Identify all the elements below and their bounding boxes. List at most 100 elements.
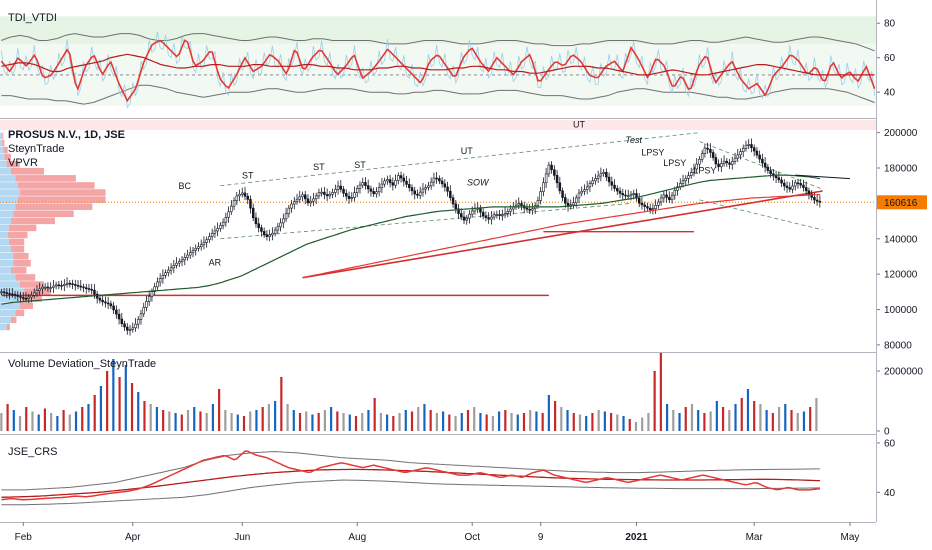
volume-bar [734,404,737,431]
candle [106,302,110,305]
volume-bar [771,413,774,431]
volume-bar [211,404,214,431]
vpvr-bar-down [13,260,31,267]
volume-bar [759,404,762,431]
candle [303,194,307,200]
candle [57,284,61,287]
candle [479,207,482,213]
candle [629,193,633,197]
volume-bar [597,410,600,431]
candle [52,285,55,288]
volume-bar [553,401,557,431]
candle [30,295,33,298]
volume-bar [628,419,631,431]
candle [777,177,781,181]
candle [698,158,701,165]
volume-bar [18,416,22,431]
crs-pane[interactable]: JSE_CRS 40 60 [1,438,896,506]
volume-pane[interactable]: Volume Deviation_SteynTrade 0 2000000 [0,353,923,438]
candle [670,194,674,201]
candle [763,162,767,168]
volume-bar [659,353,662,431]
vpvr-bar-up [0,231,8,239]
volume-bar [267,404,270,431]
candle [178,261,181,264]
candle [755,150,759,156]
candle [254,217,258,225]
descending-channel-lower [699,199,823,231]
candle [758,154,761,160]
candle [752,147,756,152]
volume-bar [31,411,34,431]
volume-bar [790,410,793,431]
annotation-st: ST [354,160,366,170]
volume-bar [547,395,550,431]
candle [462,216,466,221]
candle [602,171,605,174]
annotation-lpsy: LPSY [663,158,686,168]
volume-bar [498,411,501,431]
tdi-upper-band [1,33,875,52]
candle [139,313,143,320]
volume-bar [174,413,177,431]
candle [802,184,805,188]
volume-bar [168,411,171,431]
candle [588,183,592,188]
candle [8,293,11,295]
candle [487,217,490,220]
candle [301,194,304,198]
vpvr-bar-down [11,267,27,274]
price-axis-tick-label: 120000 [884,270,918,281]
candle [180,259,184,262]
candle [241,192,244,195]
candle [695,163,698,170]
candle [169,267,173,271]
candle [783,182,786,187]
volume-bar [466,410,470,431]
vpvr-bar-up [0,238,9,246]
candle [230,205,233,213]
candle [402,177,406,182]
candle [446,186,449,192]
tdi-pane[interactable]: TDI_VTDI 40 60 80 [0,12,896,130]
candle [646,206,649,209]
vpvr-bar-up [0,189,20,196]
volume-bar [367,410,370,431]
candle [728,162,731,165]
candle [257,223,260,229]
price-axis-tick-label: 180000 [884,164,918,175]
candle [495,214,499,216]
candle [717,163,720,168]
time-axis[interactable]: Feb Apr Jun Aug Oct 9 2021 Mar May [15,522,860,543]
candle [306,198,310,204]
candle [210,233,214,237]
candle [49,287,52,289]
volume-bar [137,392,140,431]
vpvr-bar-down [17,182,95,189]
candle [331,192,334,195]
volume-bar [448,414,451,431]
candle [221,221,225,226]
candle [490,216,493,220]
volume-bar [93,395,96,431]
candle [128,329,132,331]
volume-bar [317,413,320,431]
vpvr-bar-up [0,146,4,154]
candle [238,193,241,197]
candle [547,164,551,175]
volume-bar [43,408,47,431]
time-axis-label: Apr [125,532,141,543]
vpvr-bar-down [11,168,44,175]
volume-bar [118,377,121,431]
candle [720,163,723,168]
candle [766,166,770,171]
vpvr-bar-down [3,146,8,154]
candle [320,191,323,194]
annotation-test: Test [625,135,642,145]
candle [550,164,553,171]
candle [564,197,567,204]
candle [205,239,208,243]
candle [366,185,370,190]
